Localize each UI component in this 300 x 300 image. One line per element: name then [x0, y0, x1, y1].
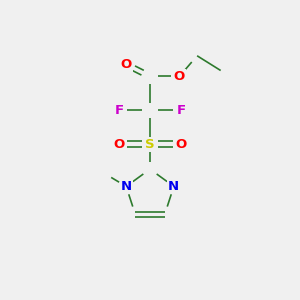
Text: N: N	[168, 180, 179, 193]
Text: F: F	[115, 104, 124, 117]
Text: F: F	[176, 104, 185, 117]
Text: O: O	[174, 70, 185, 83]
Text: O: O	[175, 138, 187, 151]
Text: O: O	[121, 58, 132, 71]
Text: N: N	[121, 180, 132, 193]
Text: S: S	[145, 138, 155, 151]
Text: O: O	[113, 138, 125, 151]
